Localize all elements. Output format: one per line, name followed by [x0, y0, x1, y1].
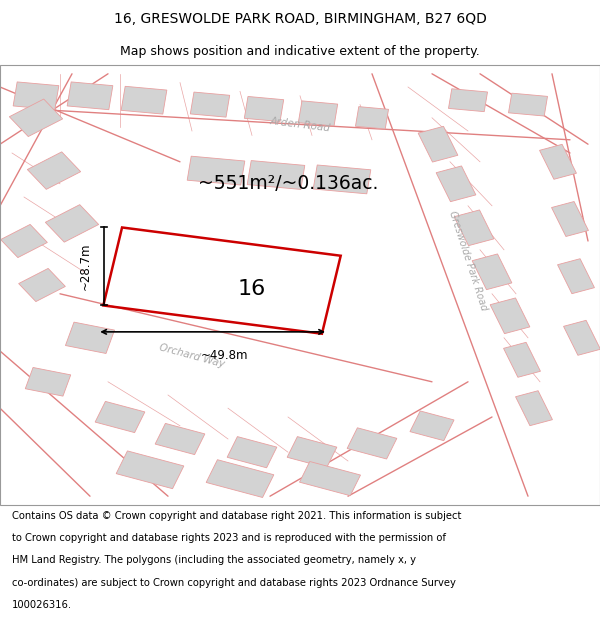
Text: ~551m²/~0.136ac.: ~551m²/~0.136ac.: [198, 174, 379, 193]
Text: 16, GRESWOLDE PARK ROAD, BIRMINGHAM, B27 6QD: 16, GRESWOLDE PARK ROAD, BIRMINGHAM, B27…: [113, 12, 487, 26]
Polygon shape: [155, 423, 205, 454]
Polygon shape: [299, 461, 361, 496]
Polygon shape: [46, 204, 98, 242]
Polygon shape: [313, 165, 371, 194]
Polygon shape: [10, 99, 62, 136]
Polygon shape: [448, 89, 488, 112]
Polygon shape: [67, 82, 113, 109]
Polygon shape: [563, 321, 600, 355]
Polygon shape: [121, 86, 167, 114]
Text: 100026316.: 100026316.: [12, 600, 72, 610]
Polygon shape: [116, 451, 184, 489]
Polygon shape: [25, 368, 71, 396]
Polygon shape: [410, 411, 454, 441]
Polygon shape: [95, 401, 145, 432]
Polygon shape: [244, 96, 284, 121]
Polygon shape: [1, 224, 47, 258]
Polygon shape: [515, 391, 553, 426]
Text: HM Land Registry. The polygons (including the associated geometry, namely x, y: HM Land Registry. The polygons (includin…: [12, 556, 416, 566]
Polygon shape: [539, 144, 577, 179]
Polygon shape: [65, 322, 115, 354]
Polygon shape: [190, 92, 230, 117]
Polygon shape: [347, 428, 397, 459]
Polygon shape: [287, 437, 337, 468]
Polygon shape: [28, 152, 80, 189]
Polygon shape: [503, 342, 541, 377]
Text: ~28.7m: ~28.7m: [79, 242, 92, 290]
Polygon shape: [454, 210, 494, 246]
Text: to Crown copyright and database rights 2023 and is reproduced with the permissio: to Crown copyright and database rights 2…: [12, 533, 446, 543]
Text: 16: 16: [238, 279, 266, 299]
Polygon shape: [187, 156, 245, 185]
Text: co-ordinates) are subject to Crown copyright and database rights 2023 Ordnance S: co-ordinates) are subject to Crown copyr…: [12, 578, 456, 587]
Polygon shape: [19, 268, 65, 302]
Polygon shape: [227, 437, 277, 468]
Polygon shape: [490, 298, 530, 334]
Text: Greswolde Park Road: Greswolde Park Road: [447, 209, 489, 312]
Polygon shape: [472, 254, 512, 289]
Polygon shape: [508, 93, 548, 116]
Polygon shape: [436, 166, 476, 202]
Text: Map shows position and indicative extent of the property.: Map shows position and indicative extent…: [120, 46, 480, 59]
Polygon shape: [557, 259, 595, 294]
Polygon shape: [418, 126, 458, 162]
Text: Contains OS data © Crown copyright and database right 2021. This information is : Contains OS data © Crown copyright and d…: [12, 511, 461, 521]
Polygon shape: [206, 460, 274, 498]
Text: Arden Road: Arden Road: [269, 116, 331, 133]
Polygon shape: [551, 201, 589, 236]
Text: ~49.8m: ~49.8m: [201, 349, 248, 362]
Polygon shape: [13, 82, 59, 109]
Text: Orchard Way: Orchard Way: [158, 342, 226, 369]
Polygon shape: [355, 107, 389, 129]
Polygon shape: [247, 161, 305, 189]
Polygon shape: [298, 101, 338, 126]
